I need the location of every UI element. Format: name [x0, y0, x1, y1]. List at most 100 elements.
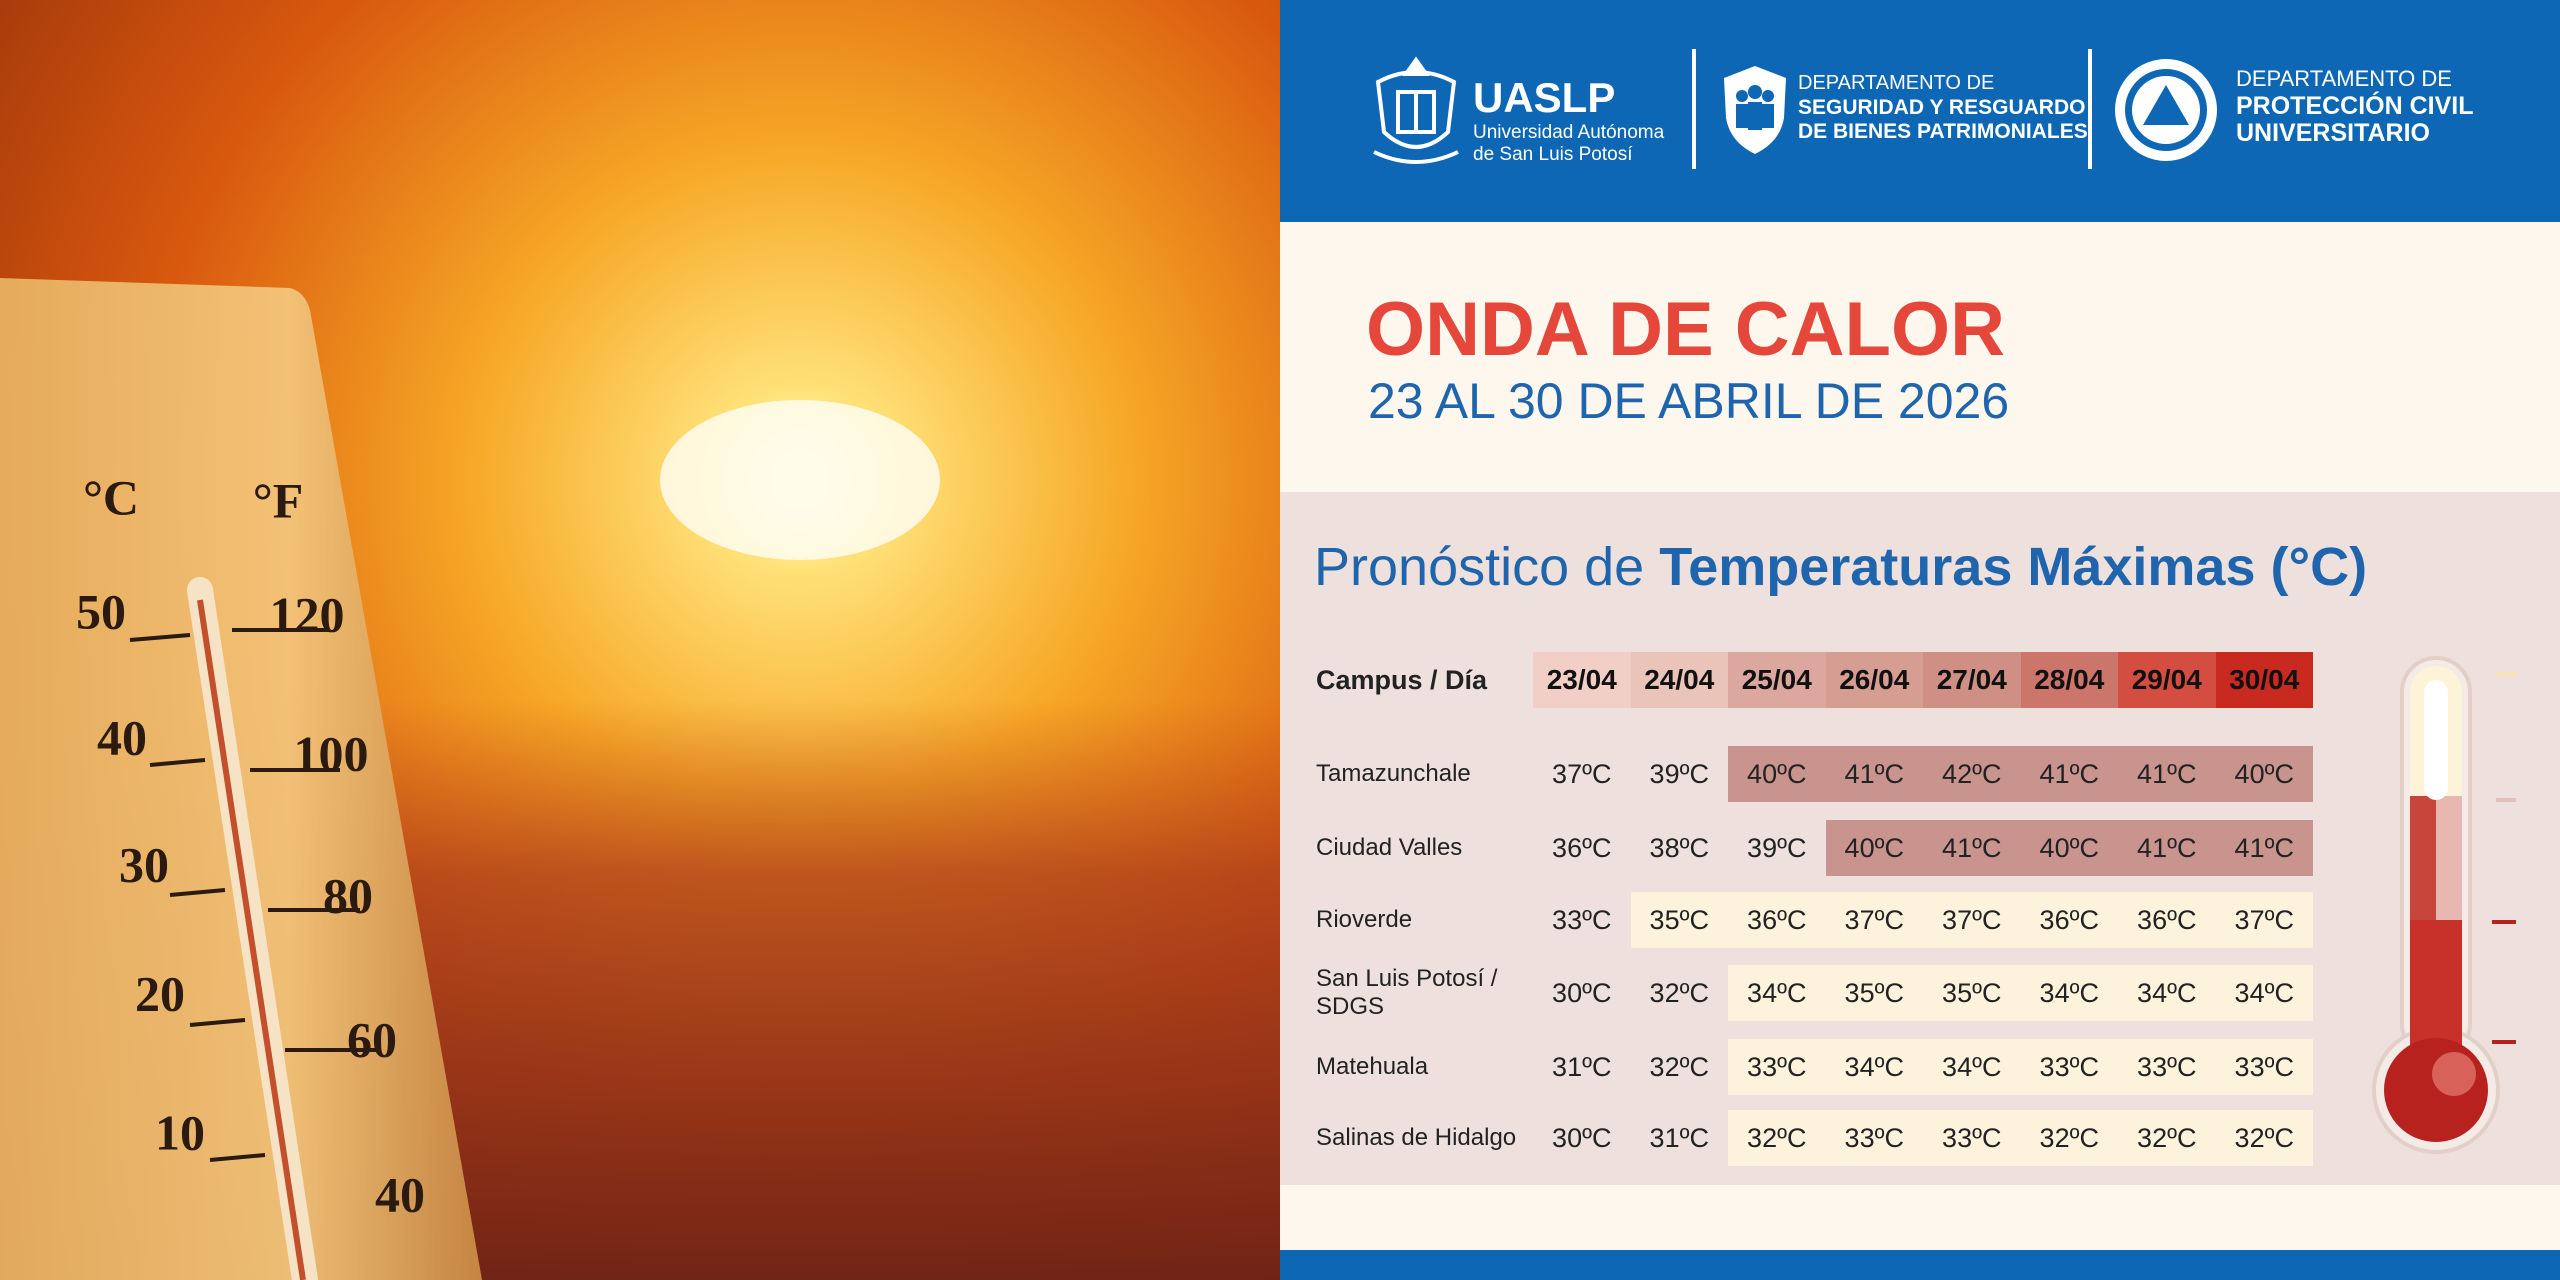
temperature-cell: 40ºC — [2215, 746, 2313, 802]
temperature-cell: 32ºC — [1649, 1051, 1709, 1082]
temperature-cell: 33ºC — [1552, 904, 1612, 935]
temperature-cell: 41ºC — [1923, 820, 2021, 876]
temperature-cell: 36ºC — [2020, 892, 2118, 948]
seguridad-line: DEPARTAMENTO DE — [1798, 72, 1995, 94]
column-header: 29/04 — [2118, 652, 2216, 708]
temperature-cell: 32ºC — [2118, 1110, 2216, 1166]
temperature-cell: 33ºC — [1825, 1110, 1923, 1166]
temperature-cell: 30ºC — [1552, 1122, 1612, 1153]
thermo-label: 60 — [347, 1011, 397, 1067]
thermo-label: 40 — [375, 1166, 425, 1222]
temperature-cell: 34ºC — [2118, 965, 2216, 1021]
temperature-cell: 32ºC — [1728, 1110, 1826, 1166]
temperature-cell: 35ºC — [1630, 892, 1728, 948]
temperature-cell: 30ºC — [1552, 977, 1612, 1008]
temperature-cell: 40ºC — [1825, 820, 1923, 876]
thermo-label: 10 — [155, 1104, 205, 1160]
temperature-cell: 31ºC — [1649, 1122, 1709, 1153]
corner-label: Campus / Día — [1316, 665, 1488, 695]
proteccion-line: DEPARTAMENTO DE — [2236, 66, 2452, 91]
uaslp-line: Universidad Autónoma — [1473, 122, 1665, 143]
temperature-cell: 33ºC — [2118, 1039, 2216, 1095]
thermo-unit: °F — [253, 472, 304, 528]
campus-name: Tamazunchale — [1316, 760, 1471, 787]
title: ONDA DE CALOR — [1366, 287, 2005, 372]
temperature-cell: 34ºC — [1728, 965, 1826, 1021]
temperature-cell: 41ºC — [2118, 746, 2216, 802]
temperature-cell: 36ºC — [1552, 832, 1612, 863]
temperature-cell: 37ºC — [2215, 892, 2313, 948]
column-header: 24/04 — [1630, 652, 1728, 708]
divider — [1692, 49, 1696, 169]
footer-bar — [1280, 1250, 2560, 1280]
campus-name: Ciudad Valles — [1316, 834, 1463, 861]
temperature-cell: 33ºC — [1728, 1039, 1826, 1095]
heading-plain: Pronóstico de — [1314, 537, 1645, 597]
campus-name: Salinas de Hidalgo — [1316, 1124, 1517, 1151]
temperature-cell: 40ºC — [2020, 820, 2118, 876]
temperature-cell: 33ºC — [2215, 1039, 2313, 1095]
temperature-cell: 35ºC — [1825, 965, 1923, 1021]
thermo-label: 80 — [323, 867, 373, 923]
temperature-cell: 41ºC — [2215, 820, 2313, 876]
temperature-cell: 37ºC — [1825, 892, 1923, 948]
temperature-cell: 39ºC — [1747, 832, 1807, 863]
column-header: 30/04 — [2215, 652, 2313, 708]
thermo-label: 40 — [97, 709, 147, 765]
temperature-cell: 38ºC — [1649, 832, 1709, 863]
thermo-label: 20 — [135, 965, 185, 1021]
campus-name: San Luis Potosí / SDGS — [1316, 965, 1498, 1020]
uaslp-name: UASLP — [1473, 74, 1616, 121]
temperature-cell: 41ºC — [2020, 746, 2118, 802]
temperature-cell: 36ºC — [1728, 892, 1826, 948]
campus-name: Matehuala — [1316, 1053, 1429, 1080]
column-header: 25/04 — [1728, 652, 1826, 708]
column-header: 28/04 — [2020, 652, 2118, 708]
heat-photo: °C °F 50 40 30 20 10 120 100 80 60 40 — [0, 0, 1280, 1280]
temperature-cell: 41ºC — [2118, 820, 2216, 876]
thermo-label: 120 — [270, 586, 345, 642]
title-band — [1280, 222, 2560, 492]
temperature-cell: 34ºC — [2215, 965, 2313, 1021]
column-header: 27/04 — [1923, 652, 2021, 708]
thermo-label: 30 — [119, 836, 169, 892]
temperature-cell: 37ºC — [1552, 758, 1612, 789]
temperature-cell: 40ºC — [1728, 746, 1826, 802]
temperature-cell: 37ºC — [1923, 892, 2021, 948]
temperature-cell: 41ºC — [1825, 746, 1923, 802]
proteccion-logo — [2115, 59, 2217, 161]
table-heading: Pronóstico de Temperaturas Máximas (°C) — [1314, 536, 2367, 598]
seguridad-line: SEGURIDAD Y RESGUARDO — [1798, 96, 2086, 119]
temperature-cell: 36ºC — [2118, 892, 2216, 948]
heading-bold: Temperaturas Máximas (°C) — [1659, 537, 2368, 597]
thermo-label: 50 — [76, 583, 126, 639]
divider — [2088, 49, 2092, 169]
header-band — [1280, 0, 2560, 222]
proteccion-line: PROTECCIÓN CIVIL — [2236, 92, 2474, 120]
column-header: 26/04 — [1825, 652, 1923, 708]
temperature-cell: 32ºC — [1649, 977, 1709, 1008]
thermo-unit: °C — [83, 469, 139, 525]
seguridad-shield — [1724, 66, 1786, 154]
temperature-cell: 33ºC — [2020, 1039, 2118, 1095]
campus-name: Rioverde — [1316, 906, 1413, 933]
column-header: 23/04 — [1533, 652, 1631, 708]
temperature-cell: 34ºC — [1825, 1039, 1923, 1095]
temperature-cell: 32ºC — [2020, 1110, 2118, 1166]
proteccion-line: UNIVERSITARIO — [2236, 119, 2430, 147]
temperature-cell: 34ºC — [2020, 965, 2118, 1021]
temperature-cell: 33ºC — [1923, 1110, 2021, 1166]
temperature-cell: 42ºC — [1923, 746, 2021, 802]
temperature-cell: 34ºC — [1923, 1039, 2021, 1095]
temperature-cell: 31ºC — [1552, 1051, 1612, 1082]
temperature-cell: 35ºC — [1923, 965, 2021, 1021]
temperature-cell: 39ºC — [1649, 758, 1709, 789]
footer-band — [1280, 1185, 2560, 1250]
uaslp-line: de San Luis Potosí — [1473, 144, 1633, 165]
seguridad-line: DE BIENES PATRIMONIALES — [1798, 120, 2088, 143]
thermo-label: 100 — [294, 725, 369, 781]
uaslp-crest — [1373, 56, 1459, 164]
thermometer-icon — [2372, 656, 2516, 1154]
subtitle: 23 AL 30 DE ABRIL DE 2026 — [1368, 373, 2010, 429]
